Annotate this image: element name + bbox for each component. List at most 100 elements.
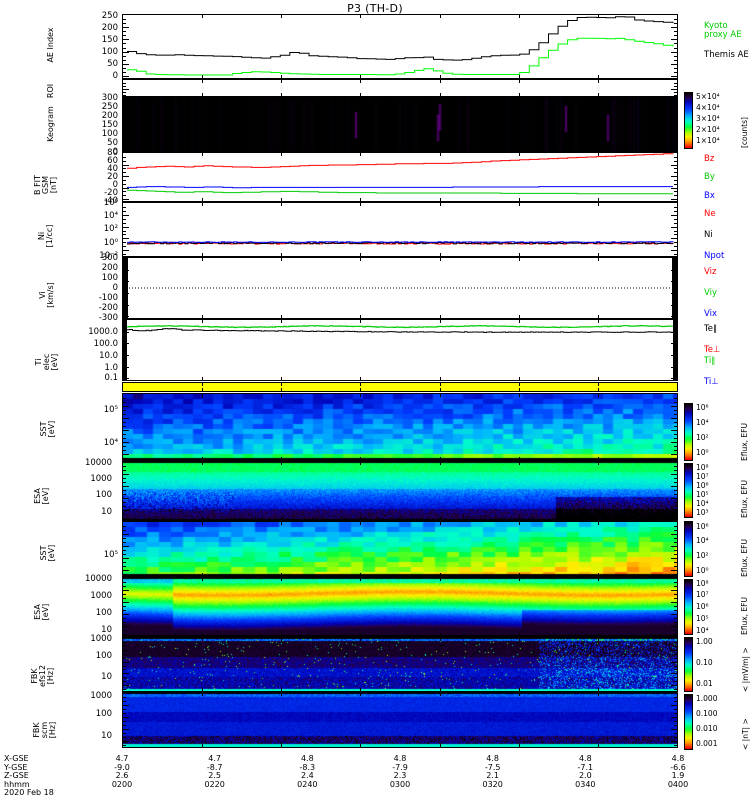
ytick: 250: [101, 11, 118, 21]
axis-tick-value: 0220: [204, 779, 225, 789]
colorbar-tick: 4×10⁴: [696, 103, 720, 112]
x-gridline-tick: [281, 198, 282, 201]
axis-ticks: [669, 258, 677, 318]
colorbar-tick: 10⁸: [696, 463, 709, 472]
x-gridline-tick: [440, 388, 441, 391]
x-gridline-tick: [598, 638, 599, 641]
ti-yticks: 1000.0 100.0 10.0 1.0 0.1: [74, 319, 118, 383]
x-gridline-tick: [440, 578, 441, 581]
x-gridline-tick: [440, 688, 441, 691]
x-gridline-tick: [598, 377, 599, 380]
x-gridline-tick: [281, 148, 282, 151]
x-gridline-tick: [598, 517, 599, 520]
ytick: 100: [95, 490, 112, 500]
panel-ni[interactable]: [122, 202, 678, 257]
x-gridline-tick: [360, 462, 361, 465]
x-gridline-tick: [202, 633, 203, 636]
colorbar-tick: 0.10: [696, 658, 713, 667]
ytick: 150: [101, 120, 118, 130]
x-gridline-tick: [281, 693, 282, 696]
ytick: 0: [112, 283, 118, 293]
x-gridline-tick: [598, 320, 599, 323]
colorbar-tick: 10⁶: [696, 602, 709, 611]
panel-fbk-e[interactable]: [122, 637, 678, 692]
x-gridline-tick: [519, 522, 520, 525]
x-gridline-tick: [281, 75, 282, 78]
colorbar-tick: 10⁰: [696, 448, 709, 457]
x-gridline-tick: [202, 258, 203, 261]
axis-ticks: [669, 80, 677, 96]
panel-esa-i[interactable]: [122, 577, 678, 637]
x-gridline-tick: [519, 693, 520, 696]
x-gridline-tick: [519, 15, 520, 18]
axis-tick-value: -8.3: [299, 762, 316, 772]
x-gridline-tick: [360, 633, 361, 636]
x-gridline-tick: [281, 383, 282, 386]
axis-ticks: [123, 258, 131, 318]
spectrogram-canvas: [123, 638, 677, 691]
colorbar-esa-e: [684, 463, 693, 518]
fbk-b-yticks: 1000 100 10: [68, 692, 112, 748]
colorbar-unit: < |nT| >: [741, 718, 750, 750]
axis-ticks: [669, 522, 677, 576]
ti-plot: [123, 320, 677, 380]
ytick: 10.0: [99, 351, 118, 361]
panel-sst-e[interactable]: [122, 393, 678, 461]
panel-b-fit[interactable]: [122, 152, 678, 202]
x-gridline-tick: [440, 457, 441, 460]
panel-mode-strip: [122, 382, 678, 392]
x-gridline-tick: [519, 394, 520, 397]
colorbar-unit: < |mV/m| >: [741, 647, 750, 692]
axis-ticks: [123, 98, 131, 151]
legend-vix: Vix: [704, 309, 718, 319]
x-gridline-tick: [598, 578, 599, 581]
colorbar-tick: 5×10⁴: [696, 92, 720, 101]
colorbar-unit: Eflux, EFU: [740, 539, 749, 577]
colorbar-tick: 10⁶: [696, 522, 709, 531]
ytick: 10: [101, 731, 112, 741]
panel-esa-e[interactable]: [122, 461, 678, 521]
x-gridline-tick: [440, 315, 441, 318]
x-gridline-tick: [281, 457, 282, 460]
x-gridline-tick: [598, 457, 599, 460]
x-gridline-tick: [202, 203, 203, 206]
x-gridline-tick: [281, 80, 282, 83]
panel-sst-i[interactable]: [122, 521, 678, 577]
x-gridline-tick: [202, 320, 203, 323]
panel-ae-index[interactable]: [122, 14, 678, 79]
axis-ticks: [669, 153, 677, 201]
colorbar-unit: Eflux, EFU: [740, 423, 749, 461]
spectrogram-canvas: [123, 462, 677, 520]
x-gridline-tick: [281, 638, 282, 641]
ytick: 200: [101, 263, 118, 273]
axis-ticks: [123, 638, 131, 691]
x-gridline-tick: [281, 388, 282, 391]
x-gridline-tick: [281, 315, 282, 318]
x-gridline-tick: [440, 98, 441, 101]
x-gridline-tick: [598, 15, 599, 18]
ytick: 200: [101, 23, 118, 33]
x-gridline-tick: [202, 383, 203, 386]
x-gridline-tick: [281, 98, 282, 101]
panel-vi[interactable]: [122, 257, 678, 319]
x-gridline-tick: [360, 383, 361, 386]
axis-ticks: [123, 578, 131, 636]
ytick: 10: [101, 507, 112, 517]
axis-ticks: [123, 203, 131, 256]
x-gridline-tick: [360, 80, 361, 83]
ytick: 10000: [84, 458, 112, 468]
panel-ti[interactable]: [122, 319, 678, 381]
panel-roi[interactable]: [122, 79, 678, 97]
ni-yticks: 10⁶ 10⁴ 10² 10⁰ 10⁻²: [74, 199, 118, 261]
colorbar-unit: [counts]: [740, 117, 749, 148]
colorbar-tick: 0.01: [696, 679, 713, 688]
ytick: 1.0: [104, 363, 118, 373]
panel-keogram[interactable]: [122, 97, 678, 152]
x-gridline-tick: [440, 394, 441, 397]
esa-i-ylabel: ESA [eV]: [33, 603, 50, 621]
x-gridline-tick: [281, 633, 282, 636]
panel-fbk-b[interactable]: [122, 692, 678, 748]
axis-ticks: [123, 320, 131, 380]
ytick: 50: [107, 59, 118, 69]
axis-tick-value: 2.6: [115, 771, 129, 780]
